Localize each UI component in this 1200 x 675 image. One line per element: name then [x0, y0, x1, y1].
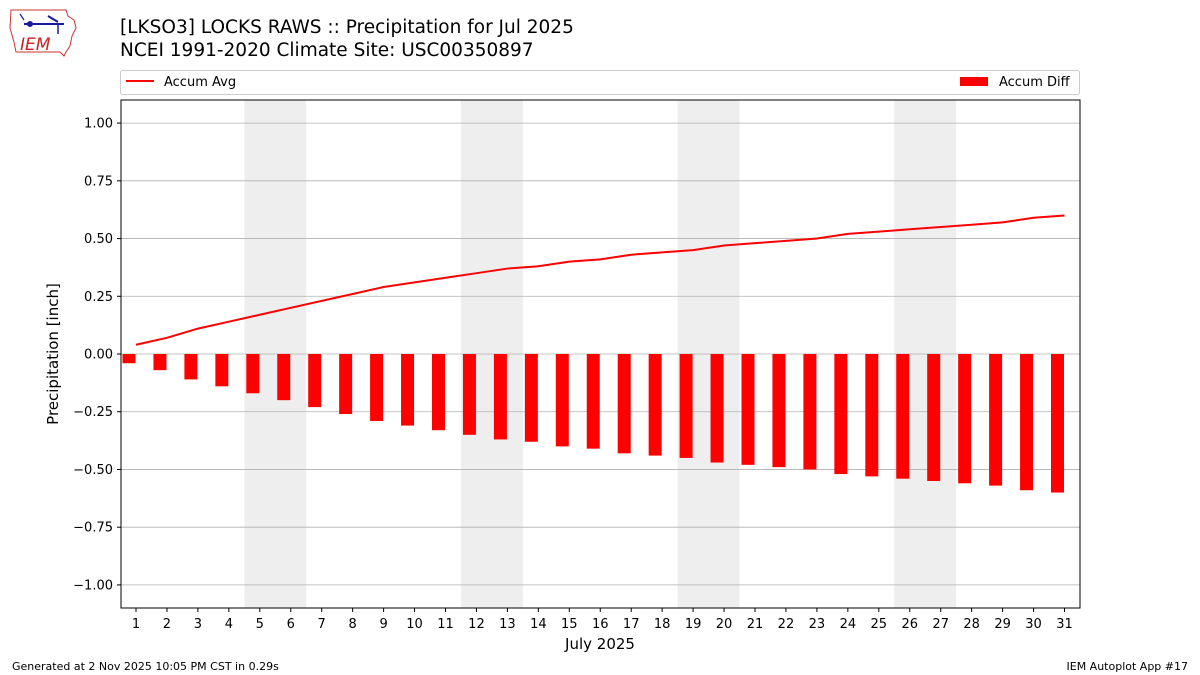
x-tick-label-28: 29 [994, 617, 1011, 632]
bar-day-17 [617, 354, 631, 454]
bar-day-13 [493, 354, 507, 440]
y-tick-label-8: 1.00 [84, 117, 113, 132]
bar-day-12 [462, 354, 476, 435]
bar-day-5 [246, 354, 260, 394]
bar-day-18 [648, 354, 662, 456]
x-tick-label-12: 13 [499, 617, 516, 632]
bar-day-3 [184, 354, 198, 380]
bar-day-21 [741, 354, 755, 465]
chart-subtitle: NCEI 1991-2020 Climate Site: USC00350897 [120, 40, 534, 61]
x-tick-label-11: 12 [468, 617, 485, 632]
generated-timestamp: Generated at 2 Nov 2025 10:05 PM CST in … [12, 660, 279, 673]
bar-day-24 [834, 354, 848, 475]
legend-label-accum-diff: Accum Diff [999, 75, 1071, 90]
x-tick-label-30: 31 [1056, 617, 1073, 632]
bar-day-14 [524, 354, 538, 442]
bar-day-11 [432, 354, 445, 431]
x-axis-label: July 2025 [564, 635, 635, 653]
x-tick-label-10: 11 [437, 617, 454, 632]
x-tick-label-13: 14 [530, 617, 547, 632]
x-tick-label-17: 18 [654, 617, 671, 632]
bar-day-29 [989, 354, 1003, 486]
x-tick-label-14: 15 [561, 617, 578, 632]
bar-day-28 [958, 354, 972, 484]
bar-day-7 [308, 354, 322, 408]
x-tick-label-27: 28 [963, 617, 980, 632]
x-tick-label-7: 8 [349, 617, 357, 632]
bar-day-15 [555, 354, 569, 447]
legend-label-accum-avg: Accum Avg [164, 75, 236, 90]
y-axis-ticks: −1.00 −0.75 −0.50 −0.25 0.00 0.25 0.50 0.75 1.00 [73, 117, 121, 593]
x-tick-label-1: 2 [163, 617, 171, 632]
x-tick-label-18: 19 [685, 617, 702, 632]
x-tick-label-2: 3 [194, 617, 202, 632]
bar-day-25 [865, 354, 879, 477]
bar-day-20 [710, 354, 724, 463]
bar-day-9 [370, 354, 384, 421]
x-tick-label-16: 17 [623, 617, 640, 632]
accum-diff-bars [122, 354, 1064, 493]
bar-day-6 [277, 354, 291, 401]
bar-day-23 [803, 354, 817, 470]
x-tick-label-24: 25 [871, 617, 888, 632]
y-tick-label-5: 0.25 [84, 290, 113, 305]
x-tick-label-22: 23 [809, 617, 826, 632]
x-tick-label-29: 30 [1025, 617, 1042, 632]
bar-day-31 [1051, 354, 1064, 493]
iowa-outline-icon [9, 9, 77, 57]
x-tick-label-5: 6 [287, 617, 295, 632]
bar-day-16 [586, 354, 600, 449]
logo-text: IEM [20, 35, 51, 55]
y-tick-label-2: −0.50 [73, 463, 113, 478]
x-axis-ticks: 1 2 3 4 5 6 7 8 9 10 11 12 13 14 15 16 17 18 19 20 21 22 23 24 2… [132, 608, 1073, 632]
bar-day-1 [122, 354, 136, 364]
accum-avg-polyline [135, 214, 1065, 346]
x-tick-label-9: 10 [406, 617, 423, 632]
x-tick-label-26: 27 [932, 617, 949, 632]
legend: Accum Avg Accum Diff [120, 70, 1080, 95]
bar-day-4 [215, 354, 229, 387]
iem-logo: IEM [9, 9, 77, 57]
x-tick-label-0: 1 [132, 617, 140, 632]
weather-instruments-icon [19, 13, 64, 34]
bar-day-30 [1020, 354, 1034, 491]
bar-day-8 [339, 354, 353, 415]
bar-day-10 [401, 354, 415, 426]
chart-title: [LKSO3] LOCKS RAWS :: Precipitation for … [120, 17, 574, 38]
legend-box [120, 70, 1080, 95]
bar-day-26 [896, 354, 910, 479]
bar-day-19 [679, 354, 693, 458]
x-tick-label-6: 7 [318, 617, 326, 632]
x-tick-label-25: 26 [901, 617, 918, 632]
y-tick-label-1: −0.75 [73, 521, 113, 536]
bar-day-22 [772, 354, 786, 468]
y-tick-label-7: 0.75 [84, 174, 113, 189]
x-tick-label-4: 5 [256, 617, 264, 632]
x-tick-label-21: 22 [778, 617, 795, 632]
y-gridlines [121, 122, 1080, 586]
x-tick-label-15: 16 [592, 617, 609, 632]
legend-swatch-accum-diff [960, 77, 988, 86]
y-tick-label-4: 0.00 [84, 348, 113, 363]
x-tick-label-19: 20 [716, 617, 733, 632]
accum-avg-line [135, 214, 1065, 346]
y-tick-label-3: −0.25 [73, 405, 113, 420]
x-tick-label-23: 24 [840, 617, 857, 632]
y-tick-label-6: 0.50 [84, 232, 113, 247]
y-tick-label-0: −1.00 [73, 578, 113, 593]
y-axis-label: Precipitation [inch] [44, 283, 62, 425]
x-tick-label-8: 9 [379, 617, 387, 632]
x-tick-label-20: 21 [747, 617, 764, 632]
app-label: IEM Autoplot App #17 [1066, 660, 1189, 673]
bar-day-27 [927, 354, 941, 481]
bar-day-2 [153, 354, 167, 371]
x-tick-label-3: 4 [225, 617, 233, 632]
